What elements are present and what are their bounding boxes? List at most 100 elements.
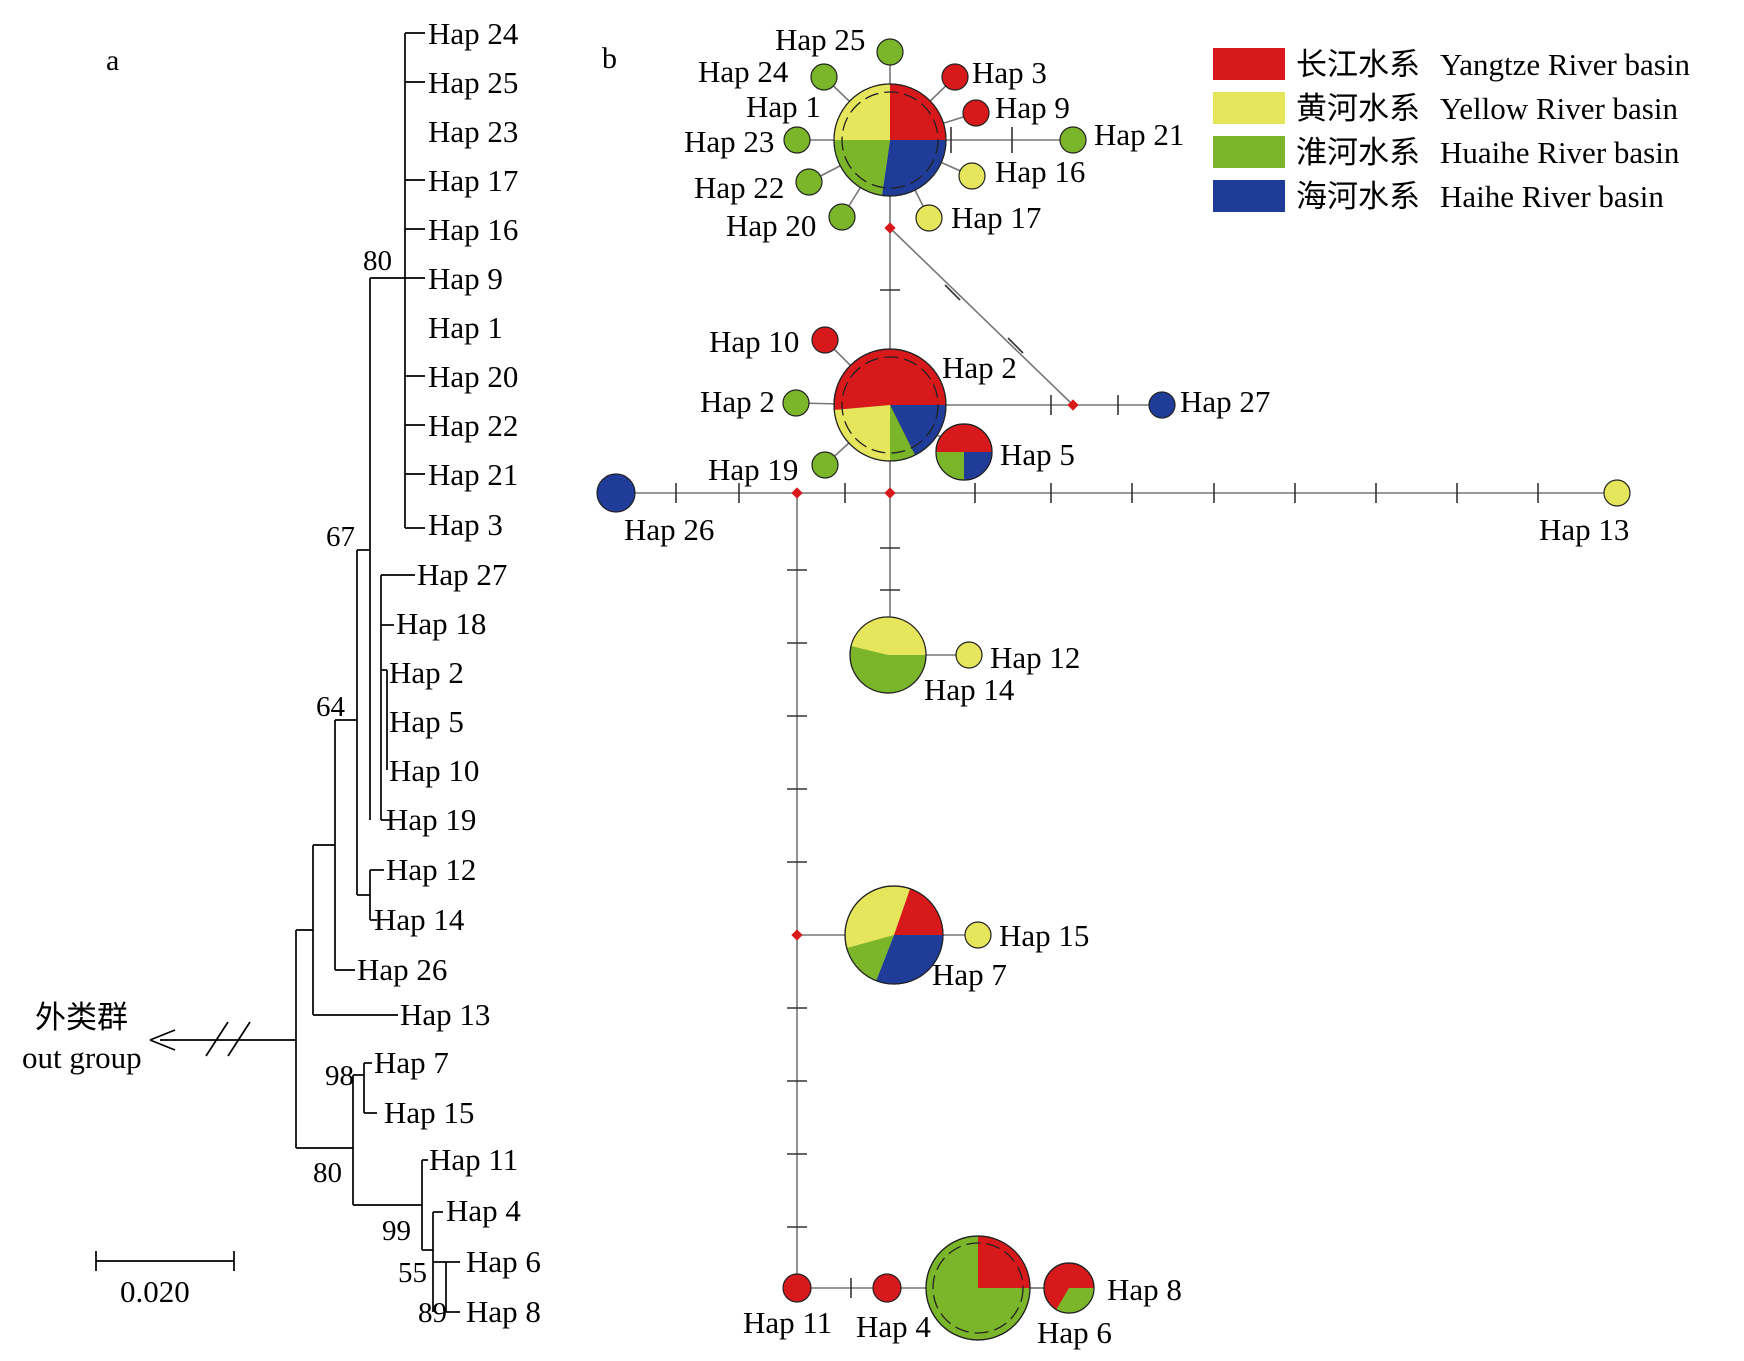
leaf-label: Hap 7 [374,1045,449,1080]
leaf-label: Hap 19 [386,802,476,837]
node-label: Hap 22 [694,170,784,205]
leaf-label: Hap 15 [384,1095,474,1130]
leaf-label: Hap 8 [466,1294,541,1329]
support-value: 64 [316,691,346,723]
node-label: Hap 7 [932,957,1007,992]
node-label: Hap 10 [709,324,799,359]
leaf-label: Hap 1 [428,310,503,345]
haplotype-node-hap2-small [782,389,810,417]
leaf-label: Hap 23 [428,114,518,149]
haplotype-small-nodes [596,38,1631,1303]
node-label: Hap 6 [1037,1315,1112,1350]
haplotype-node-hap12 [955,641,983,669]
node-label: Hap 19 [708,452,798,487]
haplotype-node-hap7 [844,885,944,985]
median-vector-node [1067,399,1079,411]
legend-swatch-yellow [1213,92,1285,124]
node-label: Hap 9 [995,90,1070,125]
haplotype-node-hap10 [811,326,839,354]
leaf-label: Hap 11 [429,1142,518,1177]
node-label: Hap 3 [972,55,1047,90]
node-label: Hap 20 [726,208,816,243]
leaf-label: Hap 27 [417,557,507,592]
leaf-label: Hap 3 [428,507,503,542]
haplotype-node-hap16 [958,162,986,190]
outgroup-label-en: out group [22,1040,142,1075]
support-value: 99 [382,1215,411,1247]
haplotype-node-hap11 [782,1273,812,1303]
haplotype-node-hap14 [849,616,927,694]
node-label: Hap 25 [775,22,865,57]
leaf-label: Hap 22 [428,408,518,443]
node-label: Hap 2 [942,350,1017,385]
haplotype-node-hap1 [833,83,947,197]
haplotype-node-hap21 [1059,126,1087,154]
node-label: Hap 13 [1539,512,1629,547]
haplotype-node-hap15 [964,921,992,949]
haplotype-node-hap8 [1043,1262,1095,1314]
support-value: 98 [325,1060,354,1092]
node-label: Hap 5 [1000,437,1075,472]
haplotype-node-hap9 [962,99,990,127]
node-label: Hap 4 [856,1309,931,1344]
leaf-label: Hap 12 [386,852,476,887]
haplotype-node-hap26 [596,473,636,513]
leaf-label: Hap 21 [428,457,518,492]
tree-leaf-labels: Hap 24 Hap 25 Hap 23 Hap 17 Hap 16 Hap 9… [357,16,541,1329]
legend-label-en: Yangtze River basin [1440,47,1690,82]
node-label: Hap 26 [624,512,714,547]
support-value: 67 [326,521,355,553]
leaf-label: Hap 5 [389,704,464,739]
legend-label-en: Huaihe River basin [1440,135,1680,170]
leaf-label: Hap 18 [396,606,486,641]
support-value: 80 [363,245,392,277]
haplotype-node-hap5 [935,423,993,481]
leaf-label: Hap 14 [374,902,465,937]
panel-b-label: b [602,42,617,75]
leaf-label: Hap 13 [400,997,490,1032]
haplotype-node-hap25 [876,38,904,66]
haplotype-node-hap2 [833,348,947,462]
legend-label-en: Haihe River basin [1440,179,1664,214]
node-label: Hap 27 [1180,384,1270,419]
node-label: Hap 17 [951,200,1041,235]
node-label: Hap 11 [743,1305,832,1340]
haplotype-node-hap23 [783,126,811,154]
median-vector-node [884,487,896,499]
support-value: 89 [418,1297,447,1329]
median-vector-node [791,929,803,941]
leaf-label: Hap 6 [466,1244,541,1279]
node-label: Hap 24 [698,54,789,89]
bootstrap-values: 80 67 64 98 80 99 55 89 [313,245,447,1329]
node-label: Hap 15 [999,918,1089,953]
node-label: Hap 12 [990,640,1080,675]
haplotype-node-hap13 [1603,479,1631,507]
legend-label-zh: 淮河水系 [1296,135,1420,170]
leaf-label: Hap 2 [389,655,464,690]
leaf-label: Hap 4 [446,1193,521,1228]
haplotype-node-hap3 [941,63,969,91]
legend: 长江水系 Yangtze River basin 黄河水系 Yellow Riv… [1213,47,1690,214]
haplotype-node-hap22 [795,168,823,196]
legend-label-zh: 长江水系 [1296,47,1420,82]
haplotype-node-hap4 [872,1273,902,1303]
mutation-ticks [675,127,1539,1298]
node-label: Hap 2 [700,384,775,419]
legend-swatch-huaihe [1213,136,1285,168]
node-label: Hap 8 [1107,1272,1182,1307]
leaf-label: Hap 9 [428,261,503,296]
leaf-label: Hap 24 [428,16,519,51]
haplotype-node-hap19 [811,451,839,479]
haplotype-node-hap6 [925,1235,1031,1341]
median-vectors [791,222,1079,941]
leaf-label: Hap 10 [389,753,479,788]
legend-label-zh: 黄河水系 [1296,91,1420,126]
haplotype-node-hap20 [828,203,856,231]
legend-label-zh: 海河水系 [1296,179,1420,214]
scale-bar-label: 0.020 [120,1274,190,1309]
median-vector-node [884,222,896,234]
leaf-label: Hap 17 [428,163,518,198]
node-label: Hap 23 [684,124,774,159]
leaf-label: Hap 20 [428,359,518,394]
phylogenetic-tree: a [95,32,460,1313]
